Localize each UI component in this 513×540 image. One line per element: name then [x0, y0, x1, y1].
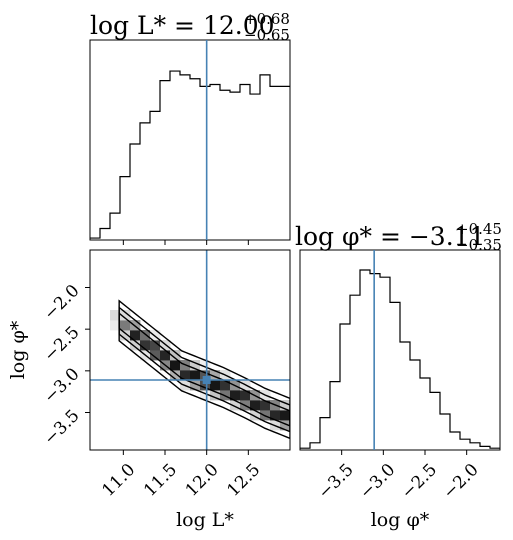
density-cell: [130, 330, 141, 341]
density-cell: [170, 350, 181, 361]
axes-frame: [89, 249, 291, 451]
histogram-step: [90, 70, 290, 239]
density-cell: [220, 380, 231, 391]
truth-point: [202, 376, 211, 384]
density-cell: [230, 390, 241, 401]
density-cell: [160, 350, 171, 361]
density-cell: [190, 360, 201, 371]
density-cell: [250, 410, 261, 421]
density-cell: [110, 310, 121, 321]
density-cell: [130, 340, 141, 351]
title-logL: log L* = 12.00: [90, 11, 275, 40]
x-tick-label: 11.0: [98, 460, 139, 501]
density-cell: [120, 320, 131, 331]
x-tick-label: 12.0: [182, 460, 223, 501]
density-cell: [140, 330, 151, 341]
density-cell: [250, 400, 261, 411]
density-cell: [130, 320, 141, 331]
contour-level-2: [118, 306, 290, 433]
density-cell: [200, 380, 211, 391]
x-tick-label: −2.0: [439, 460, 482, 503]
density-cell: [120, 330, 131, 341]
xlabel-logphi: log φ*: [371, 509, 430, 531]
title-logphi-plus: +0.45: [456, 220, 502, 238]
density-cell: [150, 350, 161, 361]
y-tick-label: −2.5: [40, 323, 83, 366]
panel-joint-density: 11.0 11.5 12.0 12.5 −2.0−2.5−3.0−3.5: [40, 249, 291, 501]
density-cell: [260, 400, 271, 411]
plot-area: [90, 250, 290, 450]
contour-level-3: [118, 299, 290, 440]
ylabel-logphi: log φ*: [7, 320, 29, 379]
x-tick-label: 11.5: [140, 460, 181, 501]
density-cell: [280, 410, 290, 421]
density-cell: [110, 320, 121, 331]
density-cell: [150, 340, 161, 351]
contour-level-1: [118, 311, 290, 427]
x-tick-label: −2.5: [398, 460, 441, 503]
y-tick-label: −2.0: [40, 281, 83, 324]
density-cell: [270, 410, 281, 421]
density-cell: [210, 390, 221, 401]
x-tick-label: −3.0: [356, 460, 399, 503]
density-cell: [200, 390, 211, 401]
panel-logL-histogram: [89, 39, 291, 245]
panel-logphi-histogram: −3.5−3.0−2.5−2.0: [299, 249, 501, 503]
density-cell: [200, 360, 211, 371]
density-cell: [210, 370, 221, 381]
density-cell: [280, 400, 290, 411]
title-logphi: log φ* = −3.11: [295, 222, 485, 251]
y-tick-label: −3.5: [40, 406, 83, 449]
xlabel-logL: log L*: [176, 509, 234, 531]
density-cell: [170, 370, 181, 381]
density-cell: [120, 310, 131, 321]
x-tick-label: 12.5: [223, 460, 264, 501]
density-cell: [190, 370, 201, 381]
density-cell: [140, 340, 151, 351]
density-cell: [210, 380, 221, 391]
title-logphi-minus: −0.35: [456, 236, 502, 254]
density-cell: [230, 400, 241, 411]
y-tick-label: −3.0: [40, 364, 83, 407]
x-tick-label: −3.5: [314, 460, 357, 503]
density-cell: [240, 390, 251, 401]
axes-frame: [89, 39, 291, 241]
title-logL-plus: +0.68: [244, 10, 290, 28]
title-logL-minus: −0.65: [244, 26, 290, 44]
density-cell: [190, 380, 201, 391]
density-cell: [200, 370, 211, 381]
density-cell: [280, 420, 290, 431]
density-cell: [150, 330, 161, 341]
histogram-step: [300, 269, 500, 449]
density-cell: [170, 360, 181, 371]
density-cell: [180, 370, 191, 381]
axes-frame: [299, 249, 501, 451]
